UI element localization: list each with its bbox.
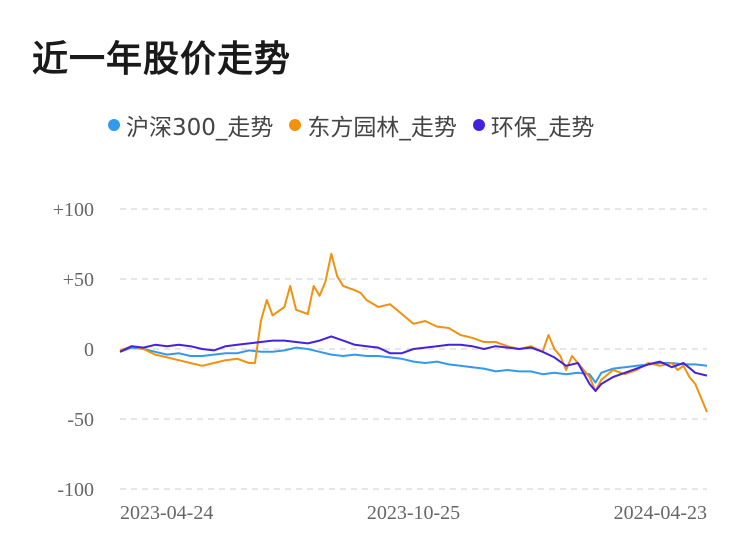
legend-label-dfyl: 东方园林_走势 xyxy=(307,115,457,141)
legend: 沪深300_走势 东方园林_走势 环保_走势 xyxy=(108,108,594,142)
legend-item-dfyl[interactable]: 东方园林_走势 xyxy=(289,108,457,142)
legend-item-hb[interactable]: 环保_走势 xyxy=(472,108,595,142)
x-tick-label: 2023-10-25 xyxy=(367,502,460,524)
chart-title: 近一年股价走势 xyxy=(32,39,292,80)
y-tick-label: +100 xyxy=(53,199,94,221)
series-line-hs300 xyxy=(119,346,708,384)
gridlines xyxy=(120,208,707,490)
legend-dot-dfyl xyxy=(289,119,302,131)
x-tick-label: 2023-04-24 xyxy=(120,502,213,524)
x-axis-ticks: 2023-04-24 2023-10-25 2024-04-23 xyxy=(120,502,707,524)
series-line-dfyl xyxy=(119,252,708,413)
y-axis-ticks: +100 +50 0 -50 -100 xyxy=(53,199,94,501)
y-tick-label: 0 xyxy=(84,339,94,361)
series-lines xyxy=(119,252,708,413)
legend-label-hs300: 沪深300_走势 xyxy=(126,115,274,141)
y-tick-label: -100 xyxy=(57,479,94,501)
y-tick-label: -50 xyxy=(67,409,94,431)
y-tick-label: +50 xyxy=(63,269,94,291)
legend-item-hs300[interactable]: 沪深300_走势 xyxy=(108,108,273,142)
legend-dot-hs300 xyxy=(108,119,120,131)
legend-label-hb: 环保_走势 xyxy=(490,115,595,141)
x-tick-label: 2024-04-23 xyxy=(614,502,707,524)
series-line-hb xyxy=(119,335,708,392)
legend-dot-hb xyxy=(472,119,485,131)
